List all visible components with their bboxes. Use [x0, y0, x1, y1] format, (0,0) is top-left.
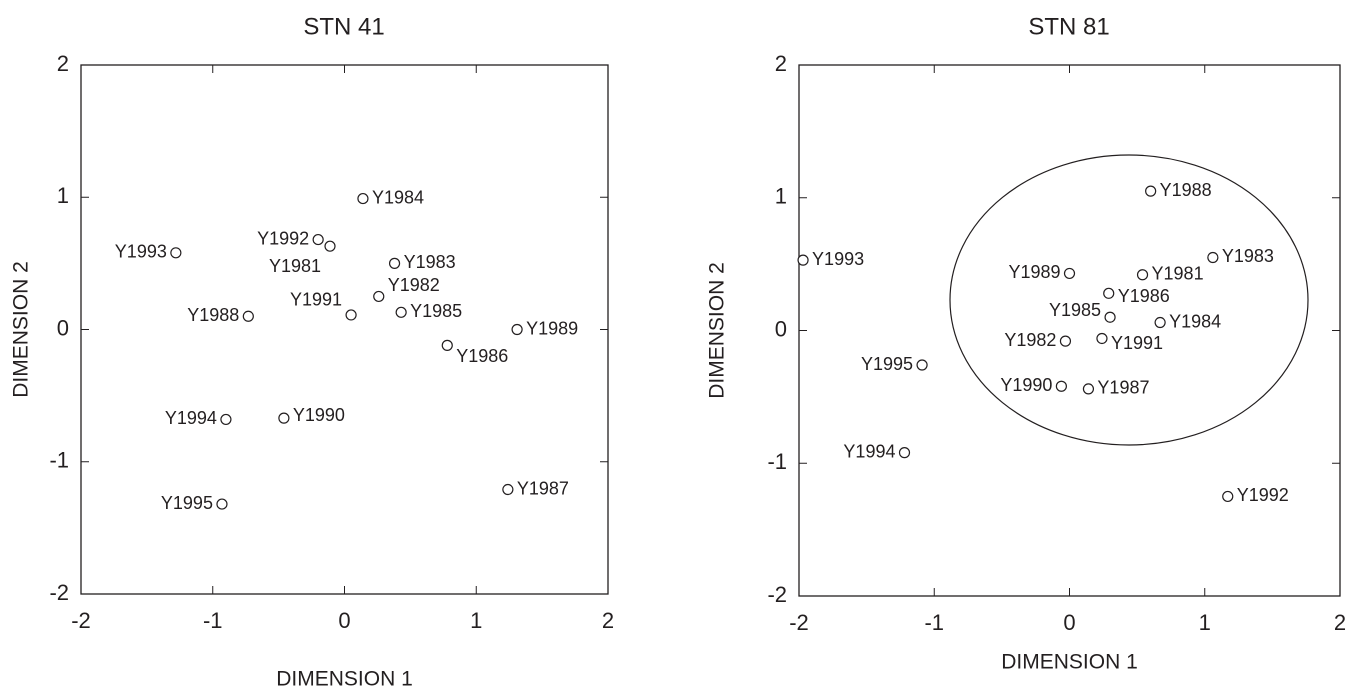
- point: [278, 412, 290, 424]
- point-label: Y1994: [843, 441, 895, 461]
- point: [502, 483, 514, 496]
- point-label: Y1991: [1111, 333, 1163, 353]
- point: [312, 233, 324, 246]
- point-label: Y1993: [812, 249, 864, 269]
- point-label: Y1990: [293, 405, 345, 425]
- point: [324, 240, 336, 252]
- point: [511, 323, 523, 336]
- x-axis-label: DIMENSION 1: [1001, 651, 1138, 674]
- y-tick-label: 1: [775, 184, 787, 209]
- point: [1059, 335, 1072, 347]
- point: [170, 247, 182, 259]
- y-tick-label: 1: [57, 183, 69, 208]
- point: [388, 257, 401, 269]
- point-label: Y1989: [526, 318, 578, 338]
- x-tick-label: 0: [1063, 610, 1075, 635]
- point-label: Y1995: [861, 354, 913, 374]
- point-label: Y1986: [456, 346, 508, 366]
- x-tick-label: -1: [203, 608, 223, 633]
- point: [1222, 490, 1234, 503]
- point: [898, 447, 911, 459]
- point-label: Y1988: [187, 305, 239, 325]
- y-tick-label: 0: [775, 316, 787, 341]
- point-label: Y1993: [115, 242, 167, 262]
- x-tick-label: 0: [338, 608, 350, 633]
- point-label: Y1981: [269, 256, 321, 276]
- point: [1136, 269, 1149, 281]
- point: [1154, 316, 1166, 329]
- point-label: Y1986: [1118, 286, 1170, 306]
- y-tick-label: 2: [775, 51, 787, 76]
- x-tick-label: 1: [470, 608, 482, 633]
- point: [1103, 287, 1115, 299]
- point: [916, 359, 928, 371]
- point-label: Y1994: [165, 408, 217, 428]
- y-axis-label: DIMENSION 2: [706, 262, 729, 399]
- point-label: Y1987: [517, 478, 569, 498]
- point-label: Y1984: [372, 187, 424, 207]
- point: [373, 290, 385, 303]
- point: [1096, 332, 1108, 345]
- y-tick-label: -2: [49, 580, 69, 605]
- x-axis-label: DIMENSION 1: [276, 668, 413, 691]
- point: [242, 310, 254, 322]
- point: [441, 339, 453, 351]
- point: [216, 498, 228, 510]
- chart-title: STN 41: [303, 13, 384, 40]
- y-axis-label: DIMENSION 2: [10, 261, 33, 398]
- point-label: Y1987: [1097, 378, 1149, 398]
- x-tick-label: 1: [1199, 610, 1211, 635]
- point: [1082, 383, 1095, 395]
- point-label: Y1992: [1237, 485, 1289, 505]
- y-tick-label: 2: [57, 51, 69, 76]
- point: [345, 309, 357, 321]
- plot-frame: [798, 64, 1341, 597]
- x-tick-label: 2: [1334, 610, 1346, 635]
- point-label: Y1982: [388, 275, 440, 295]
- x-tick-label: -2: [71, 608, 91, 633]
- point-label: Y1985: [1049, 300, 1101, 320]
- y-tick-label: 0: [57, 315, 69, 340]
- point: [1063, 267, 1076, 280]
- point: [1207, 251, 1219, 264]
- point: [1104, 311, 1116, 323]
- point: [395, 306, 407, 318]
- point-label: Y1988: [1160, 180, 1212, 200]
- point: [1145, 185, 1157, 197]
- x-tick-label: 2: [602, 608, 614, 633]
- chart-title: STN 81: [1028, 13, 1109, 40]
- point: [220, 413, 232, 426]
- cluster-ellipse: [949, 154, 1309, 446]
- point-label: Y1982: [1004, 330, 1056, 350]
- point-label: Y1991: [290, 290, 342, 310]
- y-tick-label: -2: [767, 582, 787, 607]
- y-tick-label: -1: [767, 449, 787, 474]
- x-tick-label: -1: [924, 610, 944, 635]
- point: [797, 254, 809, 266]
- point-label: Y1981: [1152, 263, 1204, 283]
- point-label: Y1989: [1008, 262, 1060, 282]
- point-label: Y1985: [410, 301, 462, 321]
- point-label: Y1992: [257, 228, 309, 248]
- point-label: Y1995: [161, 493, 213, 513]
- y-tick-label: -1: [49, 448, 69, 473]
- point-label: Y1990: [1000, 375, 1052, 395]
- point-label: Y1983: [1222, 246, 1274, 266]
- point: [1055, 380, 1067, 392]
- x-tick-label: -2: [789, 610, 809, 635]
- point: [357, 192, 369, 205]
- point-label: Y1983: [404, 252, 456, 272]
- point-label: Y1984: [1169, 311, 1221, 331]
